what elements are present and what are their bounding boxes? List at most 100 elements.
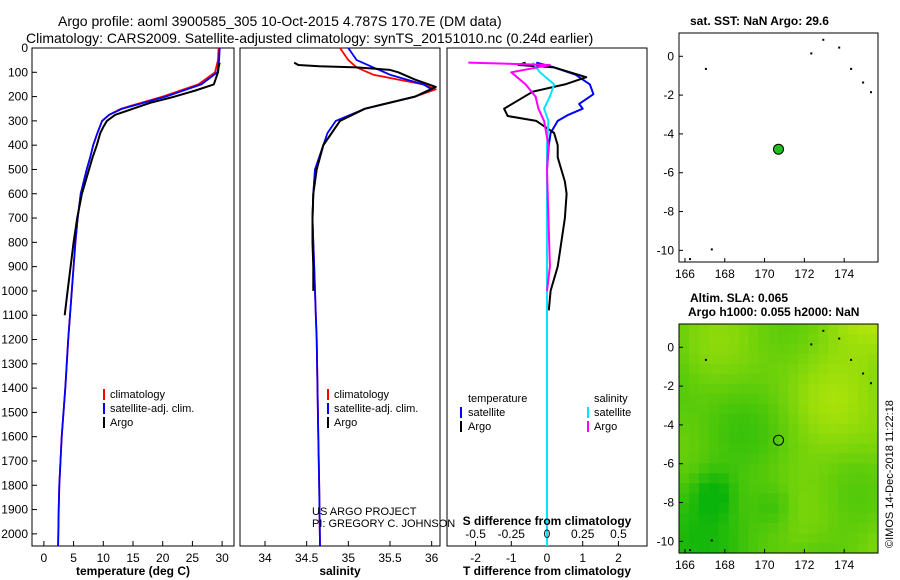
sla-heatmap (679, 324, 879, 554)
heatmap-cell (708, 343, 720, 355)
heatmap-cell (828, 483, 839, 494)
heatmap-cell (758, 533, 770, 544)
x-tick-label: 172 (794, 267, 814, 281)
heatmap-cell (858, 373, 869, 385)
heatmap-cell (708, 353, 720, 365)
heatmap-cell (689, 503, 700, 514)
heatmap-cell (848, 423, 859, 435)
profile-location-marker (773, 143, 784, 155)
heatmap-cell (698, 334, 710, 345)
heatmap-cell (798, 343, 809, 355)
heatmap-cell (689, 493, 700, 504)
heatmap-cell (768, 473, 779, 484)
heatmap-cell (718, 503, 730, 514)
heatmap-cell (679, 473, 690, 484)
heatmap-cell (738, 453, 750, 464)
heatmap-cell (838, 533, 849, 544)
heatmap-cell (858, 513, 869, 524)
heatmap-cell (778, 373, 789, 385)
heatmap-cell (828, 463, 839, 474)
heatmap-cell (818, 443, 829, 455)
heatmap-cell (718, 493, 730, 504)
heatmap-cell (738, 373, 750, 385)
y-tick-label: 500 (8, 162, 28, 176)
heatmap-cell (728, 373, 740, 385)
heatmap-cell (738, 363, 750, 375)
heatmap-cell (868, 343, 879, 355)
heatmap-cell (788, 383, 799, 395)
y-tick-label: 300 (8, 114, 28, 128)
heatmap-cell (728, 423, 740, 435)
legend-label: Argo (468, 421, 491, 433)
heatmap-cell (818, 543, 829, 554)
heatmap-cell (728, 363, 740, 375)
heatmap-cell (838, 493, 849, 504)
heatmap-cell (698, 423, 710, 435)
heatmap-cell (788, 363, 799, 375)
heatmap-cell (808, 443, 819, 455)
heatmap-cell (748, 503, 760, 514)
island-mark (838, 46, 841, 49)
profile-location-marker (773, 434, 784, 446)
heatmap-cell (858, 443, 869, 455)
heatmap-cell (818, 533, 829, 544)
heatmap-cell (758, 334, 770, 345)
y-tick-label: 400 (8, 138, 28, 152)
heatmap-cell (868, 403, 879, 415)
heatmap-cell (778, 353, 789, 365)
heatmap-cell (828, 513, 839, 524)
y-tick-label: 1000 (1, 284, 28, 298)
heatmap-cell (708, 483, 720, 494)
heatmap-cell (838, 453, 849, 464)
heatmap-cell (838, 543, 849, 554)
heatmap-cell (798, 334, 809, 345)
heatmap-cell (798, 533, 809, 544)
heatmap-cell (788, 413, 799, 425)
heatmap-cell (718, 463, 730, 474)
heatmap-cell (828, 403, 839, 415)
annotation-text: US ARGO PROJECT (312, 506, 417, 518)
map-title: Altim. SLA: 0.065 (690, 291, 788, 305)
heatmap-cell (828, 373, 839, 385)
x-tick-label: 0 (41, 551, 48, 565)
y-tick-label: 1900 (1, 503, 28, 517)
heatmap-cell (858, 363, 869, 375)
heatmap-cell (778, 383, 789, 395)
legend-label: satellite (468, 407, 505, 419)
y-tick-label: -10 (657, 534, 675, 548)
heatmap-cell (848, 473, 859, 484)
heatmap-cell (718, 513, 730, 524)
heatmap-cell (718, 343, 730, 355)
y-tick-label: -4 (663, 418, 674, 432)
heatmap-cell (748, 533, 760, 544)
heatmap-cell (858, 393, 869, 405)
heatmap-cell (808, 423, 819, 435)
series-line-salinity-satellite (531, 62, 556, 546)
heatmap-cell (758, 413, 770, 425)
heatmap-cell (868, 334, 879, 345)
heatmap-cell (758, 473, 770, 484)
heatmap-cell (778, 343, 789, 355)
heatmap-cell (698, 513, 710, 524)
heatmap-cell (798, 503, 809, 514)
series-line-satellite-adj-clim- (57, 47, 221, 547)
heatmap-cell (828, 423, 839, 435)
heatmap-cell (808, 513, 819, 524)
heatmap-cell (738, 343, 750, 355)
heatmap-cell (708, 543, 720, 554)
legend-label: satellite-adj. clim. (110, 403, 194, 415)
heatmap-cell (848, 543, 859, 554)
heatmap-cell (868, 493, 879, 504)
heatmap-cell (728, 483, 740, 494)
heatmap-cell (758, 353, 770, 365)
heatmap-cell (868, 373, 879, 385)
heatmap-cell (808, 543, 819, 554)
heatmap-cell (808, 363, 819, 375)
heatmap-cell (689, 443, 700, 455)
series-line-argo (63, 62, 221, 316)
heatmap-cell (798, 433, 809, 445)
heatmap-cell (689, 433, 700, 445)
heatmap-cell (748, 453, 760, 464)
heatmap-cell (718, 523, 730, 534)
heatmap-cell (818, 353, 829, 365)
